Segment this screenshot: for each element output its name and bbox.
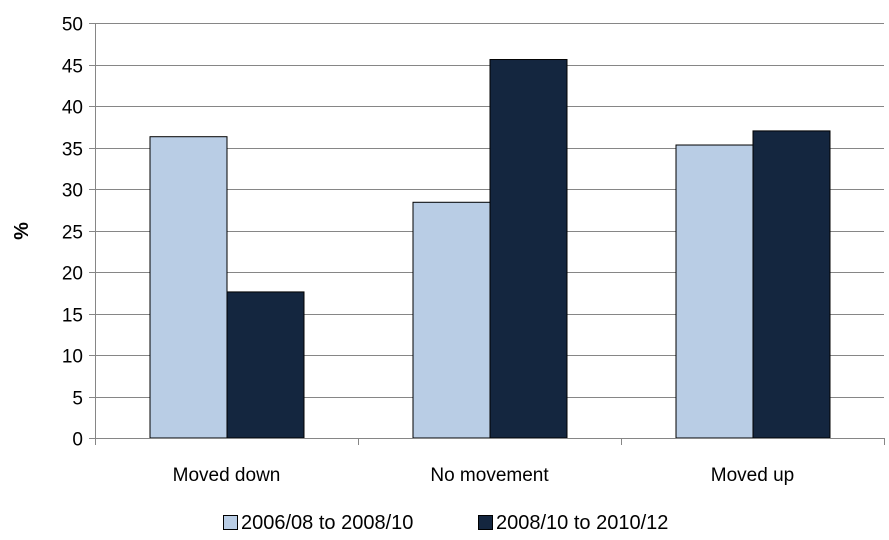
y-tick-label: 15 xyxy=(62,306,83,327)
legend: 2006/08 to 2008/10 2008/10 to 2010/12 xyxy=(223,512,668,534)
legend-label: 2008/10 to 2010/12 xyxy=(496,512,668,534)
y-tick-label: 35 xyxy=(62,140,83,161)
y-tick-label: 10 xyxy=(62,347,83,368)
bars xyxy=(149,59,831,439)
bar-1-2 xyxy=(412,201,491,439)
y-tick-label: 40 xyxy=(62,98,83,119)
y-tick-label: 45 xyxy=(62,57,83,78)
x-category-label: No movement xyxy=(430,465,549,486)
bar-2-2 xyxy=(489,59,568,439)
y-tick-label: 5 xyxy=(72,389,83,410)
y-axis-title: % xyxy=(11,222,33,240)
axes: 0 5 10 15 20 25 30 35 40 45 50 Moved down No movemen… xyxy=(62,15,885,486)
y-tick-label: 25 xyxy=(62,223,83,244)
y-tick-label: 20 xyxy=(62,264,83,285)
y-tick-label: 0 xyxy=(72,430,83,451)
x-category-label: Moved up xyxy=(711,465,794,486)
legend-swatch xyxy=(478,515,493,530)
bar-2-3 xyxy=(752,130,831,439)
bar-1-3 xyxy=(675,144,754,439)
x-category-label: Moved down xyxy=(173,465,281,486)
legend-swatch xyxy=(223,515,238,530)
y-tick-label: 50 xyxy=(62,15,83,36)
bar-1-1 xyxy=(149,136,228,439)
legend-label: 2006/08 to 2008/10 xyxy=(241,512,413,534)
bar-2-1 xyxy=(226,291,305,439)
y-tick-label: 30 xyxy=(62,181,83,202)
